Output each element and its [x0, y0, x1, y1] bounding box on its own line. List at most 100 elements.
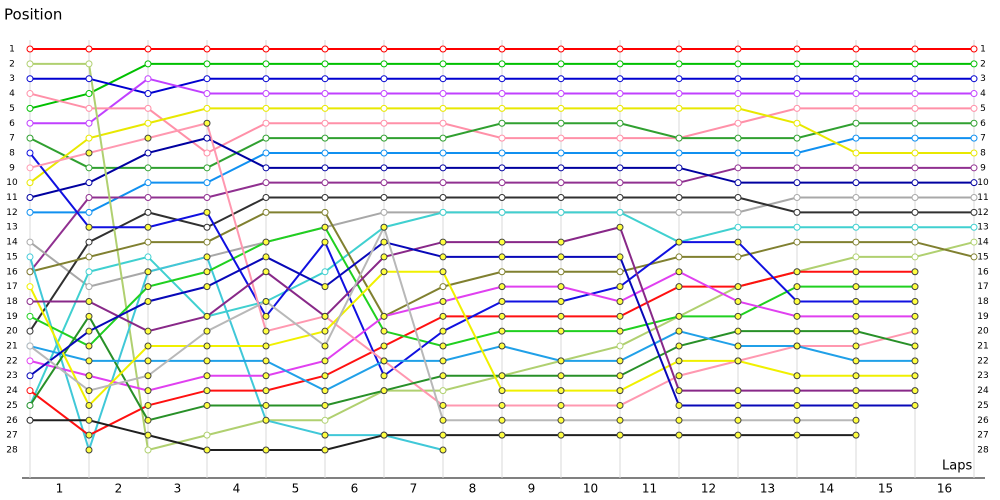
position-marker — [85, 253, 93, 261]
position-marker — [26, 194, 34, 202]
position-marker — [675, 104, 683, 112]
position-marker — [911, 208, 919, 216]
position-marker — [144, 446, 152, 454]
position-marker — [498, 283, 506, 291]
position-marker — [675, 342, 683, 350]
position-marker — [144, 342, 152, 350]
position-marker — [85, 149, 93, 157]
position-marker — [557, 179, 565, 187]
position-marker — [616, 357, 624, 365]
position-marker — [439, 372, 447, 380]
position-marker — [85, 179, 93, 187]
position-marker — [557, 45, 565, 53]
y-tick-label: 1 — [980, 45, 986, 55]
position-marker — [26, 372, 34, 380]
position-marker — [852, 401, 860, 409]
position-marker — [321, 179, 329, 187]
position-marker — [734, 327, 742, 335]
position-marker — [321, 431, 329, 439]
position-marker — [380, 164, 388, 172]
position-marker — [439, 90, 447, 98]
y-tick-label: 14 — [977, 238, 989, 248]
y-tick-label: 3 — [980, 74, 986, 84]
position-marker — [734, 253, 742, 261]
position-marker — [262, 342, 270, 350]
position-marker — [85, 357, 93, 365]
y-tick-label: 25 — [977, 401, 988, 411]
position-marker — [85, 194, 93, 202]
y-tick-label: 6 — [980, 119, 986, 129]
position-marker — [144, 119, 152, 127]
y-tick-label: 2 — [9, 59, 15, 69]
position-marker — [439, 312, 447, 320]
position-marker — [498, 179, 506, 187]
position-marker — [85, 60, 93, 68]
driver-line — [29, 314, 916, 422]
position-marker — [852, 134, 860, 142]
position-marker — [852, 194, 860, 202]
position-marker — [439, 149, 447, 157]
position-marker — [85, 238, 93, 246]
position-marker — [793, 164, 801, 172]
position-marker — [498, 431, 506, 439]
position-marker — [852, 297, 860, 305]
position-marker — [321, 416, 329, 424]
position-marker — [380, 327, 388, 335]
position-marker — [439, 297, 447, 305]
position-marker — [203, 149, 211, 157]
position-marker — [26, 357, 34, 365]
position-marker — [970, 45, 978, 53]
position-marker — [675, 431, 683, 439]
position-marker — [675, 194, 683, 202]
y-tick-label: 19 — [977, 312, 989, 322]
position-marker — [203, 223, 211, 231]
position-marker — [616, 45, 624, 53]
position-marker — [616, 208, 624, 216]
driver-line — [29, 270, 915, 392]
y-tick-label: 11 — [977, 193, 988, 203]
position-marker — [262, 401, 270, 409]
y-tick-label: 9 — [9, 163, 15, 173]
y-tick-label: 5 — [9, 104, 15, 114]
position-marker — [321, 104, 329, 112]
position-marker — [380, 342, 388, 350]
position-marker — [85, 104, 93, 112]
position-marker — [852, 283, 860, 291]
y-tick-label: 18 — [6, 297, 18, 307]
position-marker — [616, 149, 624, 157]
position-marker — [616, 179, 624, 187]
position-marker — [557, 416, 565, 424]
position-marker — [734, 104, 742, 112]
position-marker — [557, 283, 565, 291]
position-marker — [262, 446, 270, 454]
position-marker — [557, 253, 565, 261]
position-marker — [675, 253, 683, 261]
position-marker — [262, 208, 270, 216]
position-marker — [203, 75, 211, 83]
position-marker — [203, 312, 211, 320]
position-marker — [557, 268, 565, 276]
y-tick-label: 8 — [980, 148, 986, 158]
y-tick-label: 22 — [977, 356, 988, 366]
position-marker — [793, 90, 801, 98]
y-tick-label: 20 — [6, 327, 18, 337]
position-marker — [144, 416, 152, 424]
position-marker — [439, 342, 447, 350]
position-marker — [911, 312, 919, 320]
position-marker — [616, 327, 624, 335]
position-marker — [557, 357, 565, 365]
position-marker — [970, 119, 978, 127]
position-marker — [557, 60, 565, 68]
position-marker — [793, 372, 801, 380]
position-marker — [793, 312, 801, 320]
position-marker — [144, 60, 152, 68]
position-marker — [85, 416, 93, 424]
position-marker — [911, 104, 919, 112]
x-axis-title: Laps — [942, 459, 972, 474]
position-marker — [557, 149, 565, 157]
position-marker — [616, 194, 624, 202]
position-marker — [793, 431, 801, 439]
position-marker — [793, 179, 801, 187]
position-marker — [262, 253, 270, 261]
position-marker — [321, 164, 329, 172]
